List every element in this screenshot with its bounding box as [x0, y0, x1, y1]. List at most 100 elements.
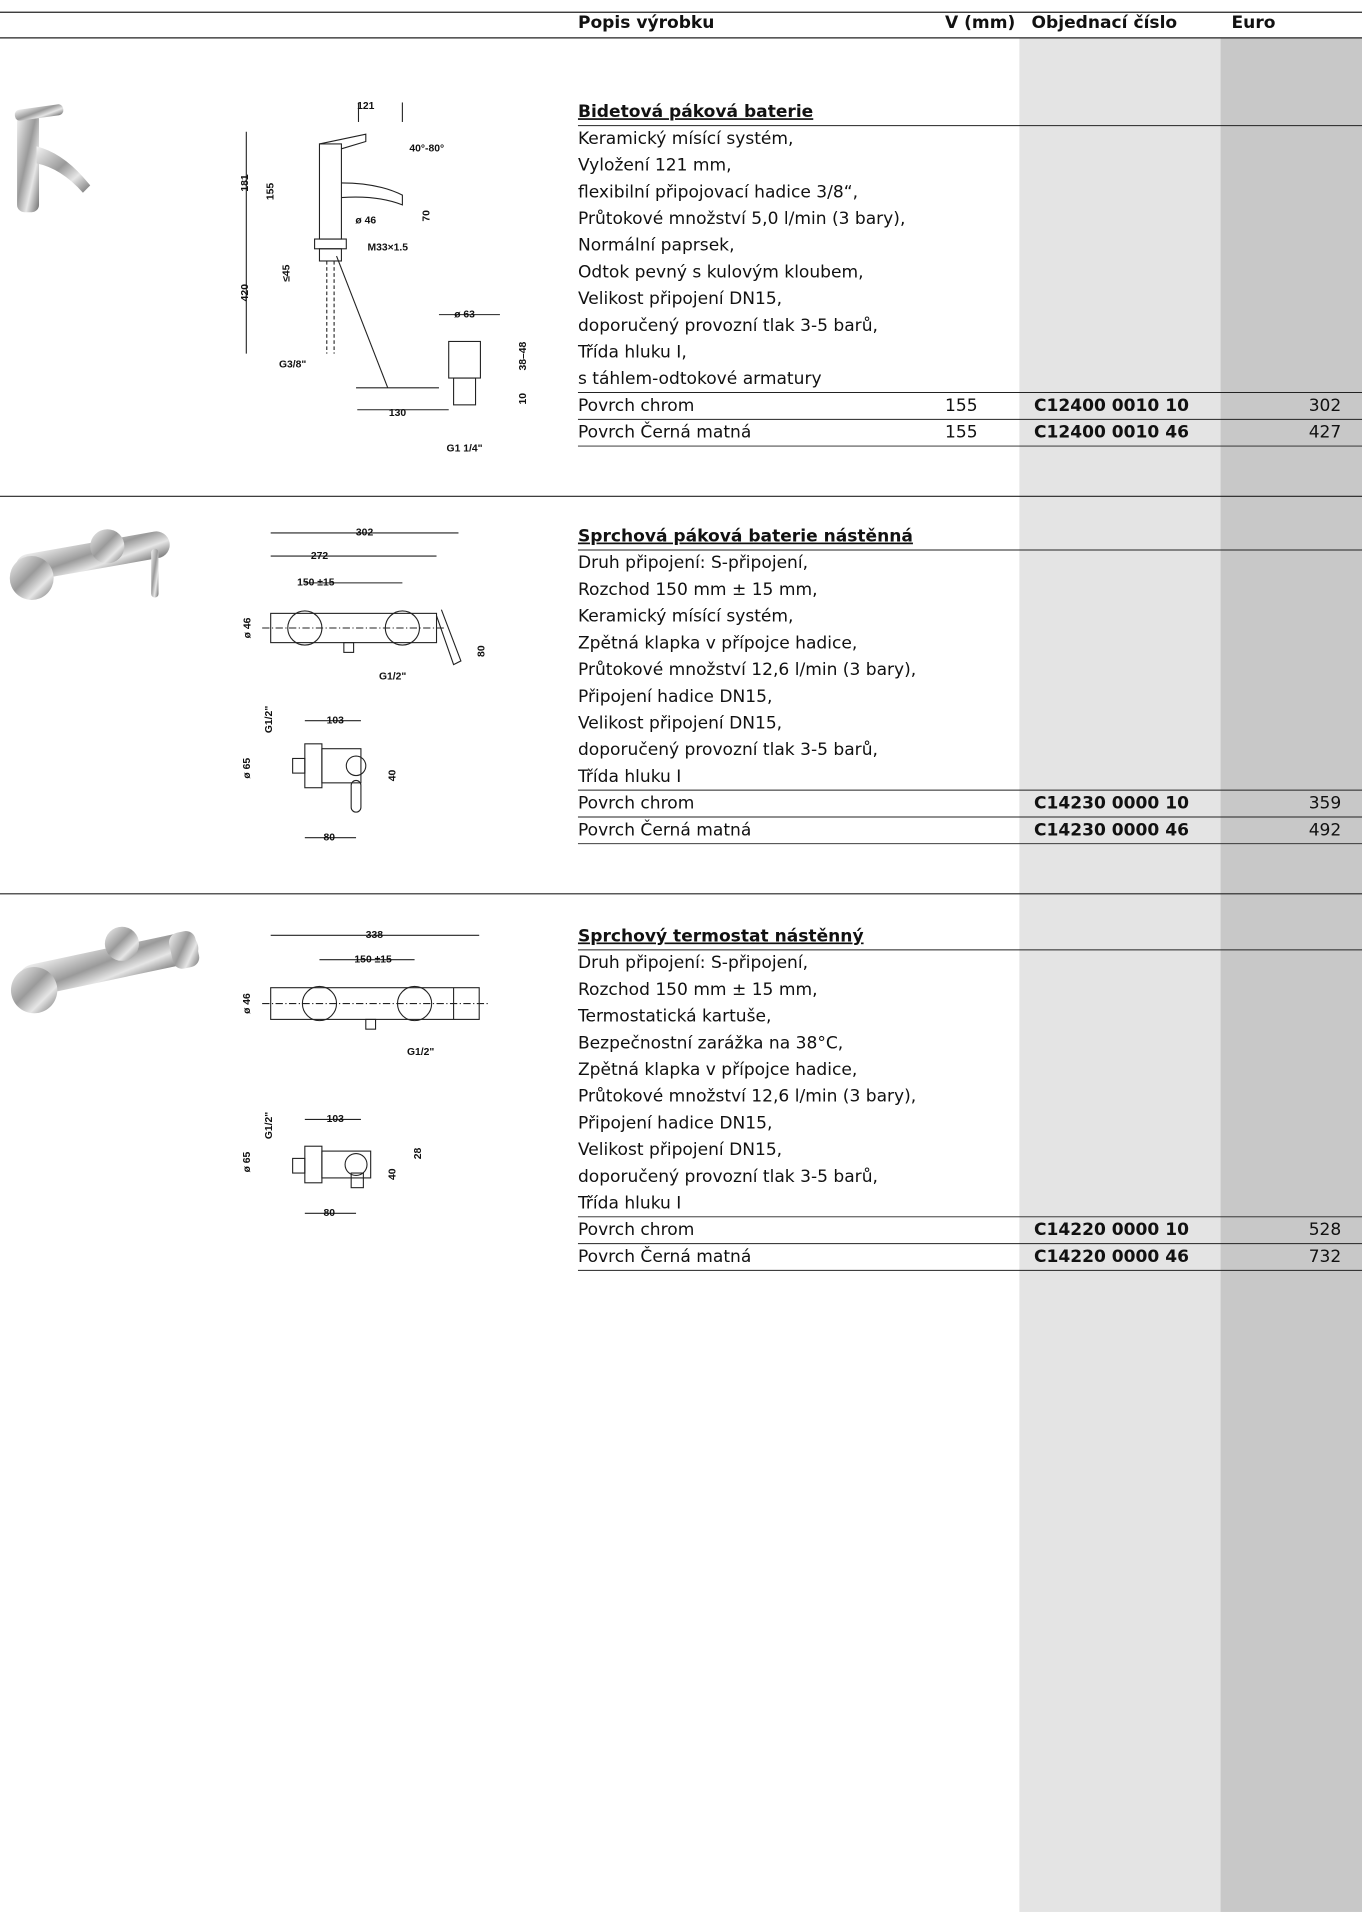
- dimension-label: G1 1/4": [447, 443, 483, 454]
- order-code: C14220 0000 46: [1034, 1247, 1189, 1267]
- product-title: Bidetová páková baterie: [578, 102, 813, 122]
- description-line: Rozchod 150 mm ± 15 mm,: [578, 580, 818, 600]
- description-line: Vyložení 121 mm,: [578, 156, 732, 176]
- description-line: Zpětná klapka v přípojce hadice,: [578, 1060, 857, 1080]
- column-header: Objednací číslo: [1032, 13, 1178, 33]
- description-line: flexibilní připojovací hadice 3/8“,: [578, 182, 858, 202]
- dimension-label: 150 ±15: [297, 578, 335, 589]
- description-line: Velikost připojení DN15,: [578, 1140, 782, 1160]
- description-line: Normální paprsek,: [578, 236, 735, 256]
- order-code: C12400 0010 46: [1034, 423, 1189, 443]
- dimension-label: 181: [240, 174, 251, 192]
- dimension-label: 338: [366, 930, 384, 941]
- dimension-label: ø 46: [242, 993, 253, 1014]
- dimension-label: G1/2": [407, 1047, 434, 1058]
- dimension-label: 40: [387, 770, 398, 782]
- dimension-label: ø 65: [242, 758, 253, 779]
- description-line: Rozchod 150 mm ± 15 mm,: [578, 980, 818, 1000]
- product-photo: [9, 529, 170, 600]
- dimension-label: 420: [240, 284, 251, 302]
- height-mm: 155: [945, 423, 978, 443]
- column-header: V (mm): [945, 13, 1015, 33]
- height-mm: 155: [945, 396, 978, 416]
- dimension-label: 103: [327, 1114, 345, 1125]
- dimension-label: 103: [327, 715, 345, 726]
- dimension-label: 121: [357, 101, 375, 112]
- order-code: C14220 0000 10: [1034, 1220, 1189, 1240]
- description-line: Druh připojení: S-připojení,: [578, 953, 808, 973]
- surface: Povrch chrom: [578, 1220, 694, 1240]
- technical-drawing: [262, 934, 488, 1214]
- description-line: Třída hluku I: [577, 767, 681, 787]
- dimension-label: 302: [356, 528, 374, 539]
- price: 528: [1309, 1220, 1342, 1240]
- description-line: Odtok pevný s kulovým kloubem,: [578, 262, 864, 282]
- description-line: Druh připojení: S-připojení,: [578, 553, 808, 573]
- description-line: doporučený provozní tlak 3-5 barů,: [578, 1167, 878, 1187]
- dimension-label: G3/8": [279, 359, 306, 370]
- surface: Povrch Černá matná: [578, 818, 751, 840]
- dimension-label: 28: [413, 1148, 424, 1160]
- price: 302: [1309, 396, 1342, 416]
- surface: Povrch Černá matná: [578, 1245, 751, 1267]
- description-line: Velikost připojení DN15,: [578, 713, 782, 733]
- dimension-label: 80: [323, 1208, 335, 1219]
- description-line: Třída hluku I,: [577, 343, 687, 363]
- price-column-bg: [1220, 37, 1362, 1912]
- dimension-label: 10: [518, 393, 529, 405]
- dimension-label: ø 46: [355, 215, 376, 226]
- dimension-label: ≤45: [281, 264, 292, 281]
- product-photo: [14, 104, 91, 213]
- surface: Povrch chrom: [578, 396, 694, 416]
- dimension-label: ø 46: [242, 617, 253, 638]
- description-line: Průtokové množství 12,6 l/min (3 bary),: [578, 1087, 916, 1107]
- order-code: C14230 0000 46: [1034, 820, 1189, 840]
- description-line: doporučený provozní tlak 3-5 barů,: [578, 316, 878, 336]
- dimension-label: 80: [476, 645, 487, 657]
- dimension-label: 40°-80°: [409, 144, 444, 155]
- dimension-label: 150 ±15: [354, 954, 392, 965]
- column-header: Euro: [1232, 13, 1276, 33]
- dimension-label: 80: [323, 832, 335, 843]
- description-line: Zpětná klapka v přípojce hadice,: [578, 633, 857, 653]
- description-line: Termostatická kartuše,: [577, 1007, 771, 1027]
- description-line: Připojení hadice DN15,: [578, 1113, 772, 1133]
- price: 359: [1309, 794, 1342, 814]
- product-photo: [10, 926, 200, 1014]
- order-code: C14230 0000 10: [1034, 794, 1189, 814]
- dimension-label: 130: [389, 408, 407, 419]
- description-line: Průtokové množství 12,6 l/min (3 bary),: [578, 660, 916, 680]
- description-line: Připojení hadice DN15,: [578, 687, 772, 707]
- price: 427: [1309, 423, 1342, 443]
- dimension-label: 40: [387, 1168, 398, 1180]
- column-header: Popis výrobku: [578, 13, 714, 33]
- description-line: doporučený provozní tlak 3-5 barů,: [578, 740, 878, 760]
- dimension-label: ø 65: [242, 1151, 253, 1172]
- dimension-label: ø 63: [454, 309, 475, 320]
- code-column-bg: [1019, 37, 1221, 1912]
- dimension-label: G1/2": [264, 706, 275, 733]
- price: 732: [1309, 1247, 1342, 1267]
- product-title: Sprchový termostat nástěnný: [578, 926, 864, 946]
- surface: Povrch chrom: [578, 794, 694, 814]
- description-line: Keramický mísící systém,: [578, 607, 794, 627]
- dimension-label: 70: [422, 210, 433, 222]
- description-line: Třída hluku I: [577, 1194, 681, 1214]
- dimension-label: G1/2": [264, 1112, 275, 1139]
- dimension-label: G1/2": [379, 672, 406, 683]
- description-line: s táhlem-odtokové armatury: [578, 369, 822, 389]
- dimension-label: M33×1.5: [367, 242, 408, 253]
- order-code: C12400 0010 10: [1034, 396, 1189, 416]
- description-line: Velikost připojení DN15,: [578, 289, 782, 309]
- product-title: Sprchová páková baterie nástěnná: [578, 527, 913, 547]
- description-line: Keramický mísící systém,: [578, 129, 794, 149]
- price: 492: [1309, 820, 1342, 840]
- description-line: Průtokové množství 5,0 l/min (3 bary),: [578, 209, 905, 229]
- dimension-label: 38–48: [518, 341, 529, 370]
- technical-drawing: [262, 532, 462, 839]
- surface: Povrch Černá matná: [578, 421, 751, 443]
- dimension-label: 272: [311, 551, 329, 562]
- dimension-label: 155: [265, 183, 276, 201]
